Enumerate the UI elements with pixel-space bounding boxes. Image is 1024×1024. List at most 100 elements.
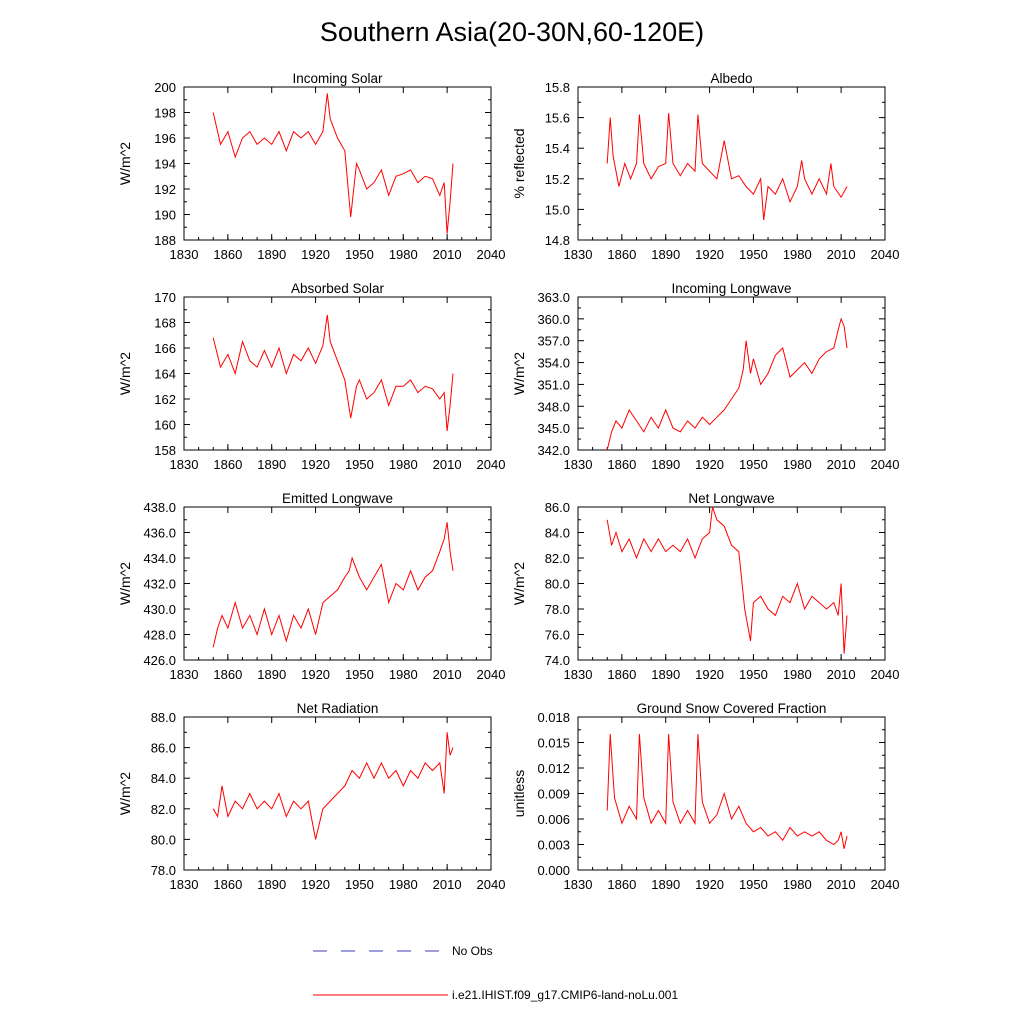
y-axis-label: W/m^2 — [511, 562, 527, 605]
y-tick-label: 0.003 — [537, 838, 570, 853]
y-tick-label: 14.8 — [545, 233, 570, 248]
x-tick-label: 1860 — [213, 877, 242, 892]
x-tick-label: 1860 — [607, 247, 636, 262]
x-tick-label: 1980 — [389, 457, 418, 472]
x-tick-label: 1980 — [783, 247, 812, 262]
x-tick-label: 1890 — [257, 457, 286, 472]
y-tick-label: 164 — [154, 367, 176, 382]
y-tick-label: 15.4 — [545, 141, 570, 156]
y-axis-label: W/m^2 — [511, 352, 527, 395]
x-tick-label: 1950 — [345, 247, 374, 262]
x-tick-label: 1830 — [564, 877, 593, 892]
panel-8: Ground Snow Covered Fraction unitless 1830… — [511, 701, 899, 892]
y-tick-label: 348.0 — [537, 399, 570, 414]
y-tick-label: 194 — [154, 157, 176, 172]
x-tick-label: 2040 — [477, 667, 506, 682]
y-tick-label: 190 — [154, 208, 176, 223]
x-tick-label: 1920 — [301, 247, 330, 262]
series-line — [606, 112, 848, 221]
panel-title: Ground Snow Covered Fraction — [637, 701, 827, 716]
panel-title: Emitted Longwave — [282, 491, 393, 506]
panel-title: Albedo — [710, 71, 752, 86]
y-tick-label: 15.0 — [545, 202, 570, 217]
x-tick-label: 1980 — [783, 457, 812, 472]
x-tick-label: 1980 — [389, 247, 418, 262]
y-tick-label: 363.0 — [537, 290, 570, 305]
y-axis-label: unitless — [511, 770, 527, 817]
y-tick-label: 160 — [154, 418, 176, 433]
series-line — [212, 732, 454, 840]
x-tick-label: 1950 — [345, 877, 374, 892]
y-tick-label: 198 — [154, 106, 176, 121]
legend-label-model: i.e21.IHIST.f09_g17.CMIP6-land-noLu.001 — [452, 988, 678, 1002]
x-tick-label: 1830 — [170, 877, 199, 892]
y-tick-label: 15.2 — [545, 172, 570, 187]
panel-5: Emitted Longwave W/m^2 1830 1860 1890 1920 195… — [117, 491, 505, 682]
x-tick-label: 1980 — [783, 877, 812, 892]
x-tick-label: 1920 — [695, 457, 724, 472]
y-tick-label: 78.0 — [545, 602, 570, 617]
x-tick-label: 1920 — [695, 667, 724, 682]
x-tick-label: 1890 — [257, 247, 286, 262]
y-tick-label: 360.0 — [537, 312, 570, 327]
x-tick-label: 1920 — [301, 667, 330, 682]
x-tick-label: 1830 — [170, 457, 199, 472]
x-tick-label: 1830 — [564, 667, 593, 682]
series-line — [606, 506, 848, 654]
x-tick-label: 1920 — [695, 247, 724, 262]
y-tick-label: 86.0 — [545, 500, 570, 515]
panel-6: Net Longwave W/m^2 1830 1860 1890 1920 1950 198… — [511, 491, 899, 682]
x-tick-label: 1950 — [345, 457, 374, 472]
x-tick-label: 2010 — [827, 457, 856, 472]
legend: No Obs i.e21.IHIST.f09_g17.CMIP6-land-no… — [313, 944, 678, 1002]
x-tick-label: 1950 — [345, 667, 374, 682]
x-tick-label: 1950 — [739, 457, 768, 472]
panel-1: Incoming Solar W/m^2 1830 1860 1890 1920 1950 1… — [117, 71, 505, 262]
y-tick-label: 80.0 — [151, 832, 176, 847]
x-tick-label: 2010 — [433, 247, 462, 262]
figure-title: Southern Asia(20-30N,60-120E) — [320, 17, 704, 47]
panel-title: Incoming Longwave — [671, 281, 791, 296]
plot-frame — [183, 506, 492, 661]
panel-title: Net Radiation — [297, 701, 379, 716]
x-tick-label: 1830 — [564, 247, 593, 262]
y-tick-label: 357.0 — [537, 334, 570, 349]
y-tick-label: 158 — [154, 443, 176, 458]
x-tick-label: 2040 — [871, 877, 900, 892]
y-tick-label: 354.0 — [537, 356, 570, 371]
y-tick-label: 345.0 — [537, 421, 570, 436]
plot-frame — [577, 86, 886, 241]
x-tick-label: 2040 — [477, 877, 506, 892]
x-tick-label: 1830 — [564, 457, 593, 472]
x-tick-label: 1920 — [301, 877, 330, 892]
y-tick-label: 200 — [154, 80, 176, 95]
y-tick-label: 86.0 — [151, 741, 176, 756]
panel-7: Net Radiation W/m^2 1830 1860 1890 1920 1950 19… — [117, 701, 505, 892]
plot-frame — [577, 296, 886, 451]
y-tick-label: 15.8 — [545, 80, 570, 95]
x-tick-label: 2040 — [871, 667, 900, 682]
x-tick-label: 1890 — [651, 667, 680, 682]
x-tick-label: 2010 — [827, 877, 856, 892]
y-tick-label: 0.000 — [537, 863, 570, 878]
plot-frame — [577, 506, 886, 661]
x-tick-label: 1890 — [257, 667, 286, 682]
x-tick-label: 2010 — [433, 877, 462, 892]
y-tick-label: 168 — [154, 316, 176, 331]
y-tick-label: 162 — [154, 392, 176, 407]
y-tick-label: 0.012 — [537, 761, 570, 776]
x-tick-label: 1860 — [213, 247, 242, 262]
y-tick-label: 84.0 — [151, 771, 176, 786]
x-tick-label: 1890 — [257, 877, 286, 892]
panel-2: Albedo % reflected 1830 1860 1890 1920 1950 198… — [511, 71, 899, 262]
y-tick-label: 0.018 — [537, 710, 570, 725]
x-tick-label: 2040 — [477, 457, 506, 472]
y-tick-label: 76.0 — [545, 628, 570, 643]
x-tick-label: 2010 — [433, 457, 462, 472]
y-tick-label: 0.015 — [537, 736, 570, 751]
plot-frame — [183, 296, 492, 451]
x-tick-label: 1980 — [783, 667, 812, 682]
plot-frame — [183, 86, 492, 241]
